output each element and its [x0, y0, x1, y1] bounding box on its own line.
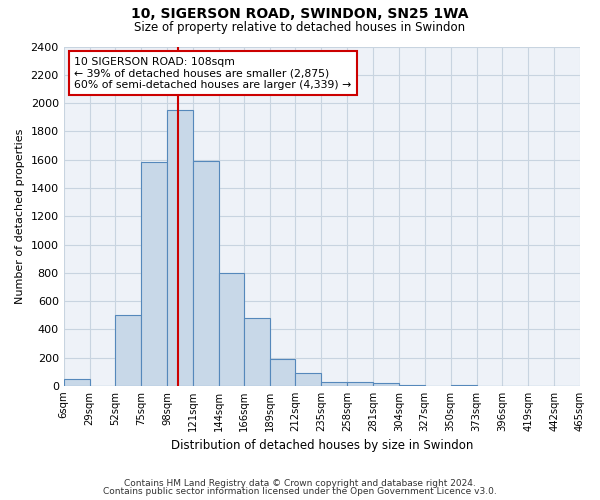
Bar — [167, 110, 193, 386]
Bar — [64, 379, 89, 386]
Bar — [399, 384, 425, 386]
Bar — [269, 359, 295, 386]
Bar — [347, 382, 373, 386]
X-axis label: Distribution of detached houses by size in Swindon: Distribution of detached houses by size … — [170, 440, 473, 452]
Text: 10, SIGERSON ROAD, SWINDON, SN25 1WA: 10, SIGERSON ROAD, SWINDON, SN25 1WA — [131, 8, 469, 22]
Bar — [219, 273, 244, 386]
Text: Size of property relative to detached houses in Swindon: Size of property relative to detached ho… — [134, 22, 466, 35]
Y-axis label: Number of detached properties: Number of detached properties — [15, 128, 25, 304]
Bar — [451, 384, 476, 386]
Text: 10 SIGERSON ROAD: 108sqm
← 39% of detached houses are smaller (2,875)
60% of sem: 10 SIGERSON ROAD: 108sqm ← 39% of detach… — [74, 56, 351, 90]
Bar — [115, 315, 141, 386]
Bar — [141, 162, 167, 386]
Bar — [321, 382, 347, 386]
Text: Contains public sector information licensed under the Open Government Licence v3: Contains public sector information licen… — [103, 487, 497, 496]
Bar — [193, 161, 219, 386]
Text: Contains HM Land Registry data © Crown copyright and database right 2024.: Contains HM Land Registry data © Crown c… — [124, 478, 476, 488]
Bar — [244, 318, 269, 386]
Bar — [295, 373, 321, 386]
Bar — [373, 383, 399, 386]
